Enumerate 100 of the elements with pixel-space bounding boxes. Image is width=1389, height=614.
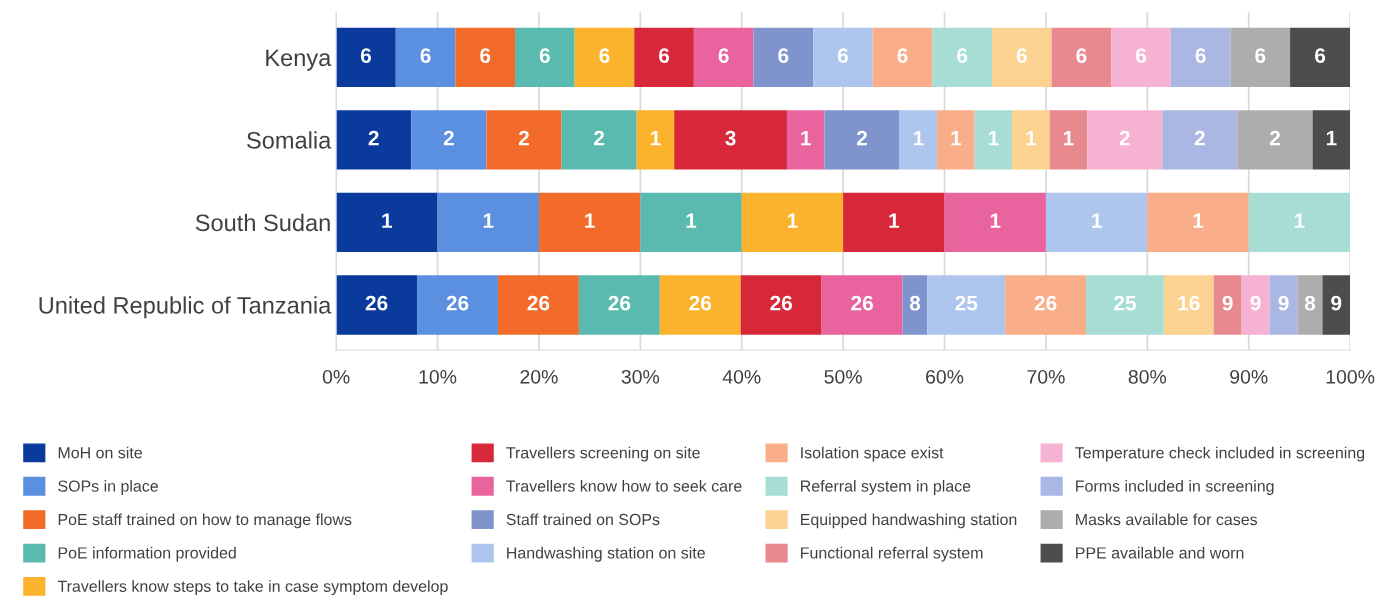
- y-tick-label: South Sudan: [195, 213, 330, 232]
- annotation: 1: [382, 213, 393, 228]
- annotation: 26: [365, 295, 388, 311]
- bar: [1086, 275, 1164, 335]
- bar: [693, 27, 754, 88]
- bar: [1322, 275, 1351, 335]
- annotation: 1: [990, 213, 1001, 228]
- annotation: 6: [599, 48, 610, 63]
- annotation: 1: [686, 213, 697, 228]
- x-tick-label: 20%: [520, 369, 558, 384]
- x-tick-label: 0%: [322, 369, 350, 384]
- y-tick-label: Somalia: [247, 131, 332, 149]
- bar: [515, 27, 575, 88]
- x-tick-label: 30%: [621, 369, 660, 384]
- annotation: 6: [1315, 48, 1326, 63]
- x-tick-label: 80%: [1128, 369, 1167, 384]
- bar: [1147, 192, 1249, 253]
- bar: [411, 110, 487, 170]
- bar: [1111, 27, 1171, 88]
- bar: [336, 275, 418, 335]
- annotation: 2: [1194, 130, 1205, 146]
- annotation: 8: [1304, 295, 1316, 311]
- bar: [1290, 27, 1351, 88]
- y-tick-label: United Republic of Tanzania: [39, 296, 332, 319]
- bar: [1269, 275, 1298, 335]
- x-tick-label: 50%: [824, 369, 862, 384]
- bar: [395, 27, 456, 88]
- x-tick-label: 40%: [722, 369, 761, 384]
- annotation: 25: [955, 295, 978, 311]
- annotation: 25: [1114, 295, 1136, 311]
- annotation: 1: [1294, 213, 1305, 228]
- annotation: 2: [443, 130, 454, 146]
- legend-label: Isolation space exist: [801, 446, 944, 462]
- bar: [1087, 110, 1163, 170]
- x-tick-label: 10%: [419, 369, 457, 384]
- bar: [1051, 27, 1112, 88]
- annotation: 1: [1193, 213, 1204, 228]
- annotation: 3: [725, 130, 736, 146]
- legend-label: Travellers screening on site: [506, 446, 700, 462]
- bar: [813, 27, 873, 88]
- legend-label: Temperature check included in screening: [1075, 446, 1365, 462]
- bar: [659, 275, 741, 335]
- bar: [1163, 275, 1214, 335]
- annotation: 2: [1119, 130, 1130, 146]
- bar: [843, 192, 945, 253]
- annotation: 6: [539, 48, 550, 63]
- annotation: 26: [689, 295, 712, 311]
- bar: [417, 275, 498, 335]
- bar: [824, 110, 900, 170]
- annotation: 9: [1222, 295, 1233, 311]
- bar: [634, 27, 694, 88]
- legend-label: PoE staff trained on how to manage flows: [58, 513, 352, 529]
- annotation: 1: [913, 130, 924, 146]
- bar: [578, 275, 660, 335]
- bar: [1213, 275, 1242, 335]
- annotation: 8: [909, 295, 921, 311]
- legend-label: Equipped handwashing station: [801, 513, 1017, 529]
- legend-label: Travellers know steps to take in case symptom develop: [57, 580, 448, 596]
- annotation: 1: [801, 130, 811, 146]
- bar: [497, 275, 579, 335]
- bar: [872, 27, 933, 88]
- x-tick-label: 90%: [1230, 369, 1268, 384]
- bar: [336, 192, 438, 253]
- bar: [486, 110, 562, 170]
- annotation: 1: [1026, 130, 1037, 146]
- annotation: 2: [518, 130, 529, 146]
- legend-label: Travellers know how to seek care: [506, 480, 742, 492]
- annotation: 9: [1331, 295, 1342, 311]
- bar: [1312, 110, 1351, 170]
- annotation: 6: [1255, 48, 1266, 63]
- x-tick-label: 70%: [1027, 369, 1065, 384]
- bar: [1241, 275, 1270, 335]
- annotation: 2: [368, 130, 379, 146]
- annotation: 26: [770, 295, 792, 311]
- bar: [899, 110, 938, 170]
- annotation: 6: [1195, 48, 1206, 63]
- annotation: 6: [718, 48, 729, 63]
- bar: [455, 27, 515, 88]
- annotation: 2: [594, 130, 605, 146]
- bar: [1045, 192, 1148, 253]
- annotation: 1: [585, 213, 595, 228]
- annotation: 1: [650, 130, 661, 146]
- bar: [437, 192, 539, 253]
- legend-label: Functional referral system: [801, 546, 983, 562]
- bar: [1248, 192, 1351, 253]
- annotation: 1: [1092, 213, 1102, 228]
- bar: [937, 110, 975, 170]
- bar: [574, 27, 635, 88]
- bar: [927, 275, 1006, 335]
- annotation: 6: [837, 48, 848, 63]
- legend-label: Staff trained on SOPs: [506, 513, 660, 526]
- annotation: 6: [1016, 48, 1027, 63]
- annotation: 26: [1034, 295, 1057, 311]
- annotation: 1: [787, 213, 798, 228]
- legend-label: Masks available for cases: [1076, 513, 1258, 526]
- legend-label: Handwashing station on site: [507, 546, 705, 562]
- annotation: 9: [1250, 295, 1261, 311]
- bar: [1297, 275, 1323, 335]
- bar: [336, 110, 412, 170]
- annotation: 1: [951, 130, 962, 146]
